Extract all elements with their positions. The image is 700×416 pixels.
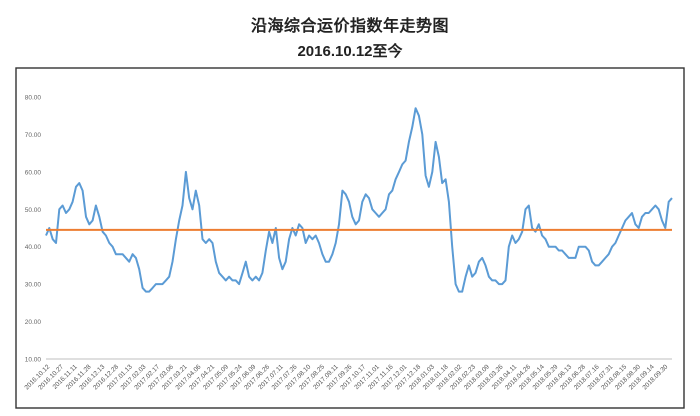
y-tick-label: 60.00 [25,169,42,176]
chart-title: 沿海综合运价指数年走势图 [250,18,449,35]
chart-frame [15,67,685,409]
y-tick-label: 50.00 [25,207,42,214]
y-tick-label: 10.00 [25,357,42,364]
y-tick-label: 40.00 [25,244,42,251]
y-tick-label: 30.00 [25,282,42,289]
y-tick-label: 70.00 [25,132,42,139]
chart-subtitle: 2016.10.12至今 [297,43,403,60]
series-line-index [45,107,673,293]
y-tick-label: 20.00 [25,319,42,326]
y-tick-label: 80.00 [25,95,42,102]
